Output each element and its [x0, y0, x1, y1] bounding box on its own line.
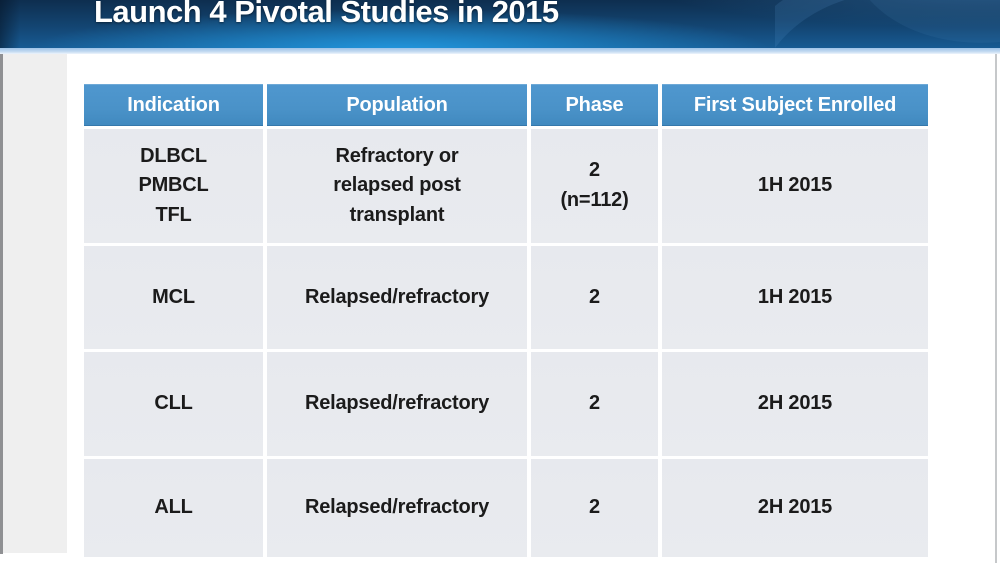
- cell-first-subject-enrolled: 1H 2015: [662, 129, 928, 243]
- page-left-edge-line: [0, 54, 3, 554]
- cell-phase: 2: [531, 459, 658, 557]
- slide-title: Launch 4 Pivotal Studies in 2015: [94, 0, 559, 29]
- banner-underline-divider: [0, 48, 1000, 54]
- title-banner: Launch 4 Pivotal Studies in 2015: [0, 0, 1000, 48]
- cell-first-subject-enrolled: 2H 2015: [662, 352, 928, 456]
- banner-swoosh-decoration: [775, 0, 1000, 48]
- header-cell-population: Population: [267, 84, 527, 126]
- cell-indication: MCL: [84, 246, 263, 349]
- pivotal-studies-table: Indication Population Phase First Subjec…: [84, 84, 928, 557]
- header-cell-first-subject-enrolled: First Subject Enrolled: [662, 84, 928, 126]
- cell-phase: 2 (n=112): [531, 129, 658, 243]
- cell-population: Relapsed/refractory: [267, 352, 527, 456]
- header-cell-phase: Phase: [531, 84, 658, 126]
- cell-phase: 2: [531, 352, 658, 456]
- cell-phase: 2: [531, 246, 658, 349]
- cell-population: Refractory or relapsed post transplant: [267, 129, 527, 243]
- cell-population: Relapsed/refractory: [267, 246, 527, 349]
- cell-indication: DLBCL PMBCL TFL: [84, 129, 263, 243]
- page-left-margin: [3, 54, 67, 553]
- cell-first-subject-enrolled: 1H 2015: [662, 246, 928, 349]
- page-right-edge-line: [995, 54, 997, 563]
- cell-population: Relapsed/refractory: [267, 459, 527, 557]
- cell-indication: ALL: [84, 459, 263, 557]
- cell-first-subject-enrolled: 2H 2015: [662, 459, 928, 557]
- cell-indication: CLL: [84, 352, 263, 456]
- header-cell-indication: Indication: [84, 84, 263, 126]
